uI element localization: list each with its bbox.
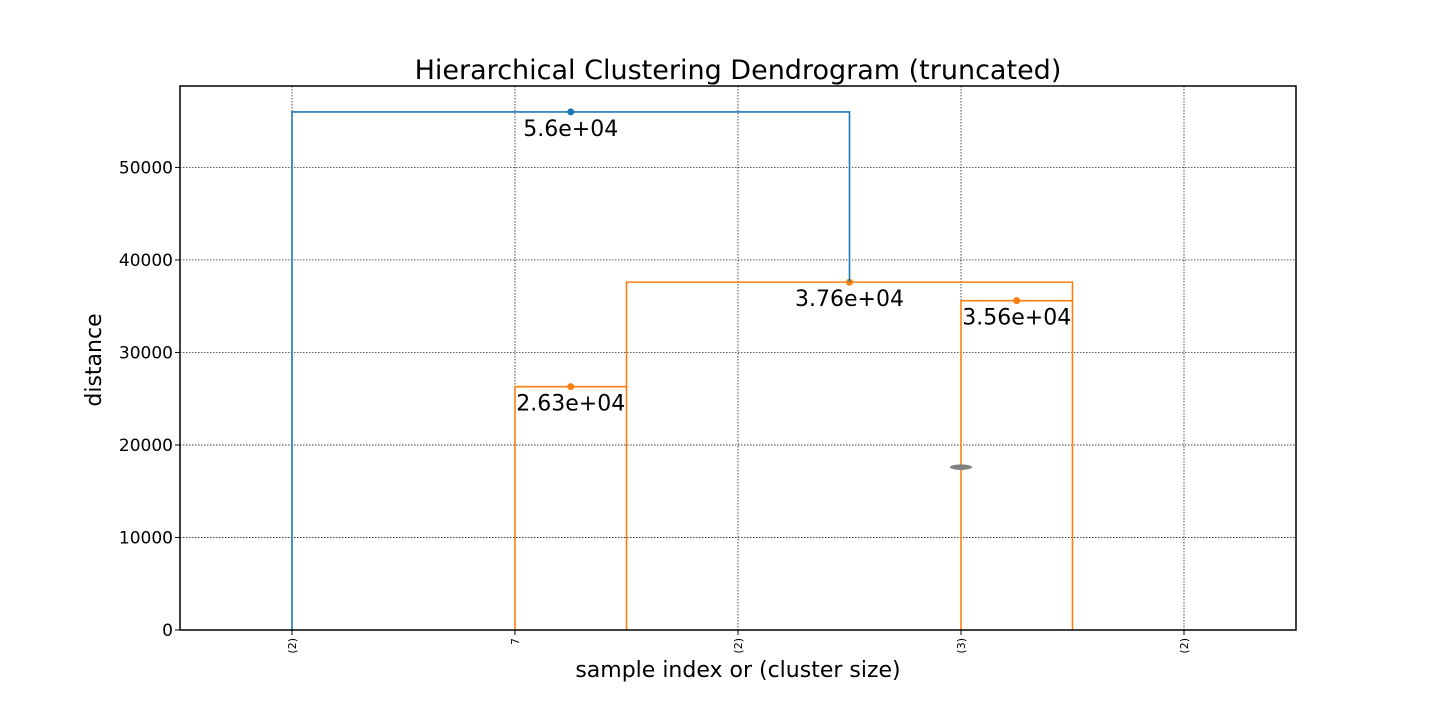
merge-height-label: 2.63e+04	[516, 392, 625, 417]
y-tick-label: 20000	[119, 436, 173, 456]
x-tick-label: (2)	[1178, 638, 1191, 654]
x-axis-label: sample index or (cluster size)	[575, 658, 900, 683]
x-axis-ticks: (2) 7 (2) (3) (2)	[286, 630, 1191, 654]
y-tick-label: 10000	[119, 528, 173, 548]
plot-frame	[179, 85, 1297, 631]
y-axis-ticks: 0 10000 20000 30000 40000 50000	[119, 158, 180, 641]
x-tick-label: (2)	[286, 638, 299, 654]
y-tick-label: 0	[162, 621, 173, 641]
y-axis-label: distance	[82, 313, 107, 406]
merge-height-label: 3.76e+04	[795, 287, 904, 312]
truncation-marks	[950, 464, 972, 470]
merge-height-label: 5.6e+04	[523, 117, 618, 142]
x-tick-label: (3)	[955, 638, 968, 654]
x-tick-label: (2)	[732, 638, 745, 654]
merge-node-dot	[567, 108, 575, 116]
merge-node-dot	[567, 383, 575, 391]
chart-title: Hierarchical Clustering Dendrogram (trun…	[415, 55, 1062, 86]
y-tick-label: 30000	[119, 343, 173, 363]
y-tick-label: 50000	[119, 158, 173, 178]
truncation-marker	[950, 464, 972, 470]
y-tick-label: 40000	[119, 251, 173, 271]
merge-height-labels: 2.63e+04 3.56e+04 3.76e+04 5.6e+04	[516, 117, 1071, 417]
merge-height-label: 3.56e+04	[962, 306, 1071, 331]
merge-node-dot	[1013, 297, 1021, 305]
x-tick-label: 7	[509, 638, 522, 645]
